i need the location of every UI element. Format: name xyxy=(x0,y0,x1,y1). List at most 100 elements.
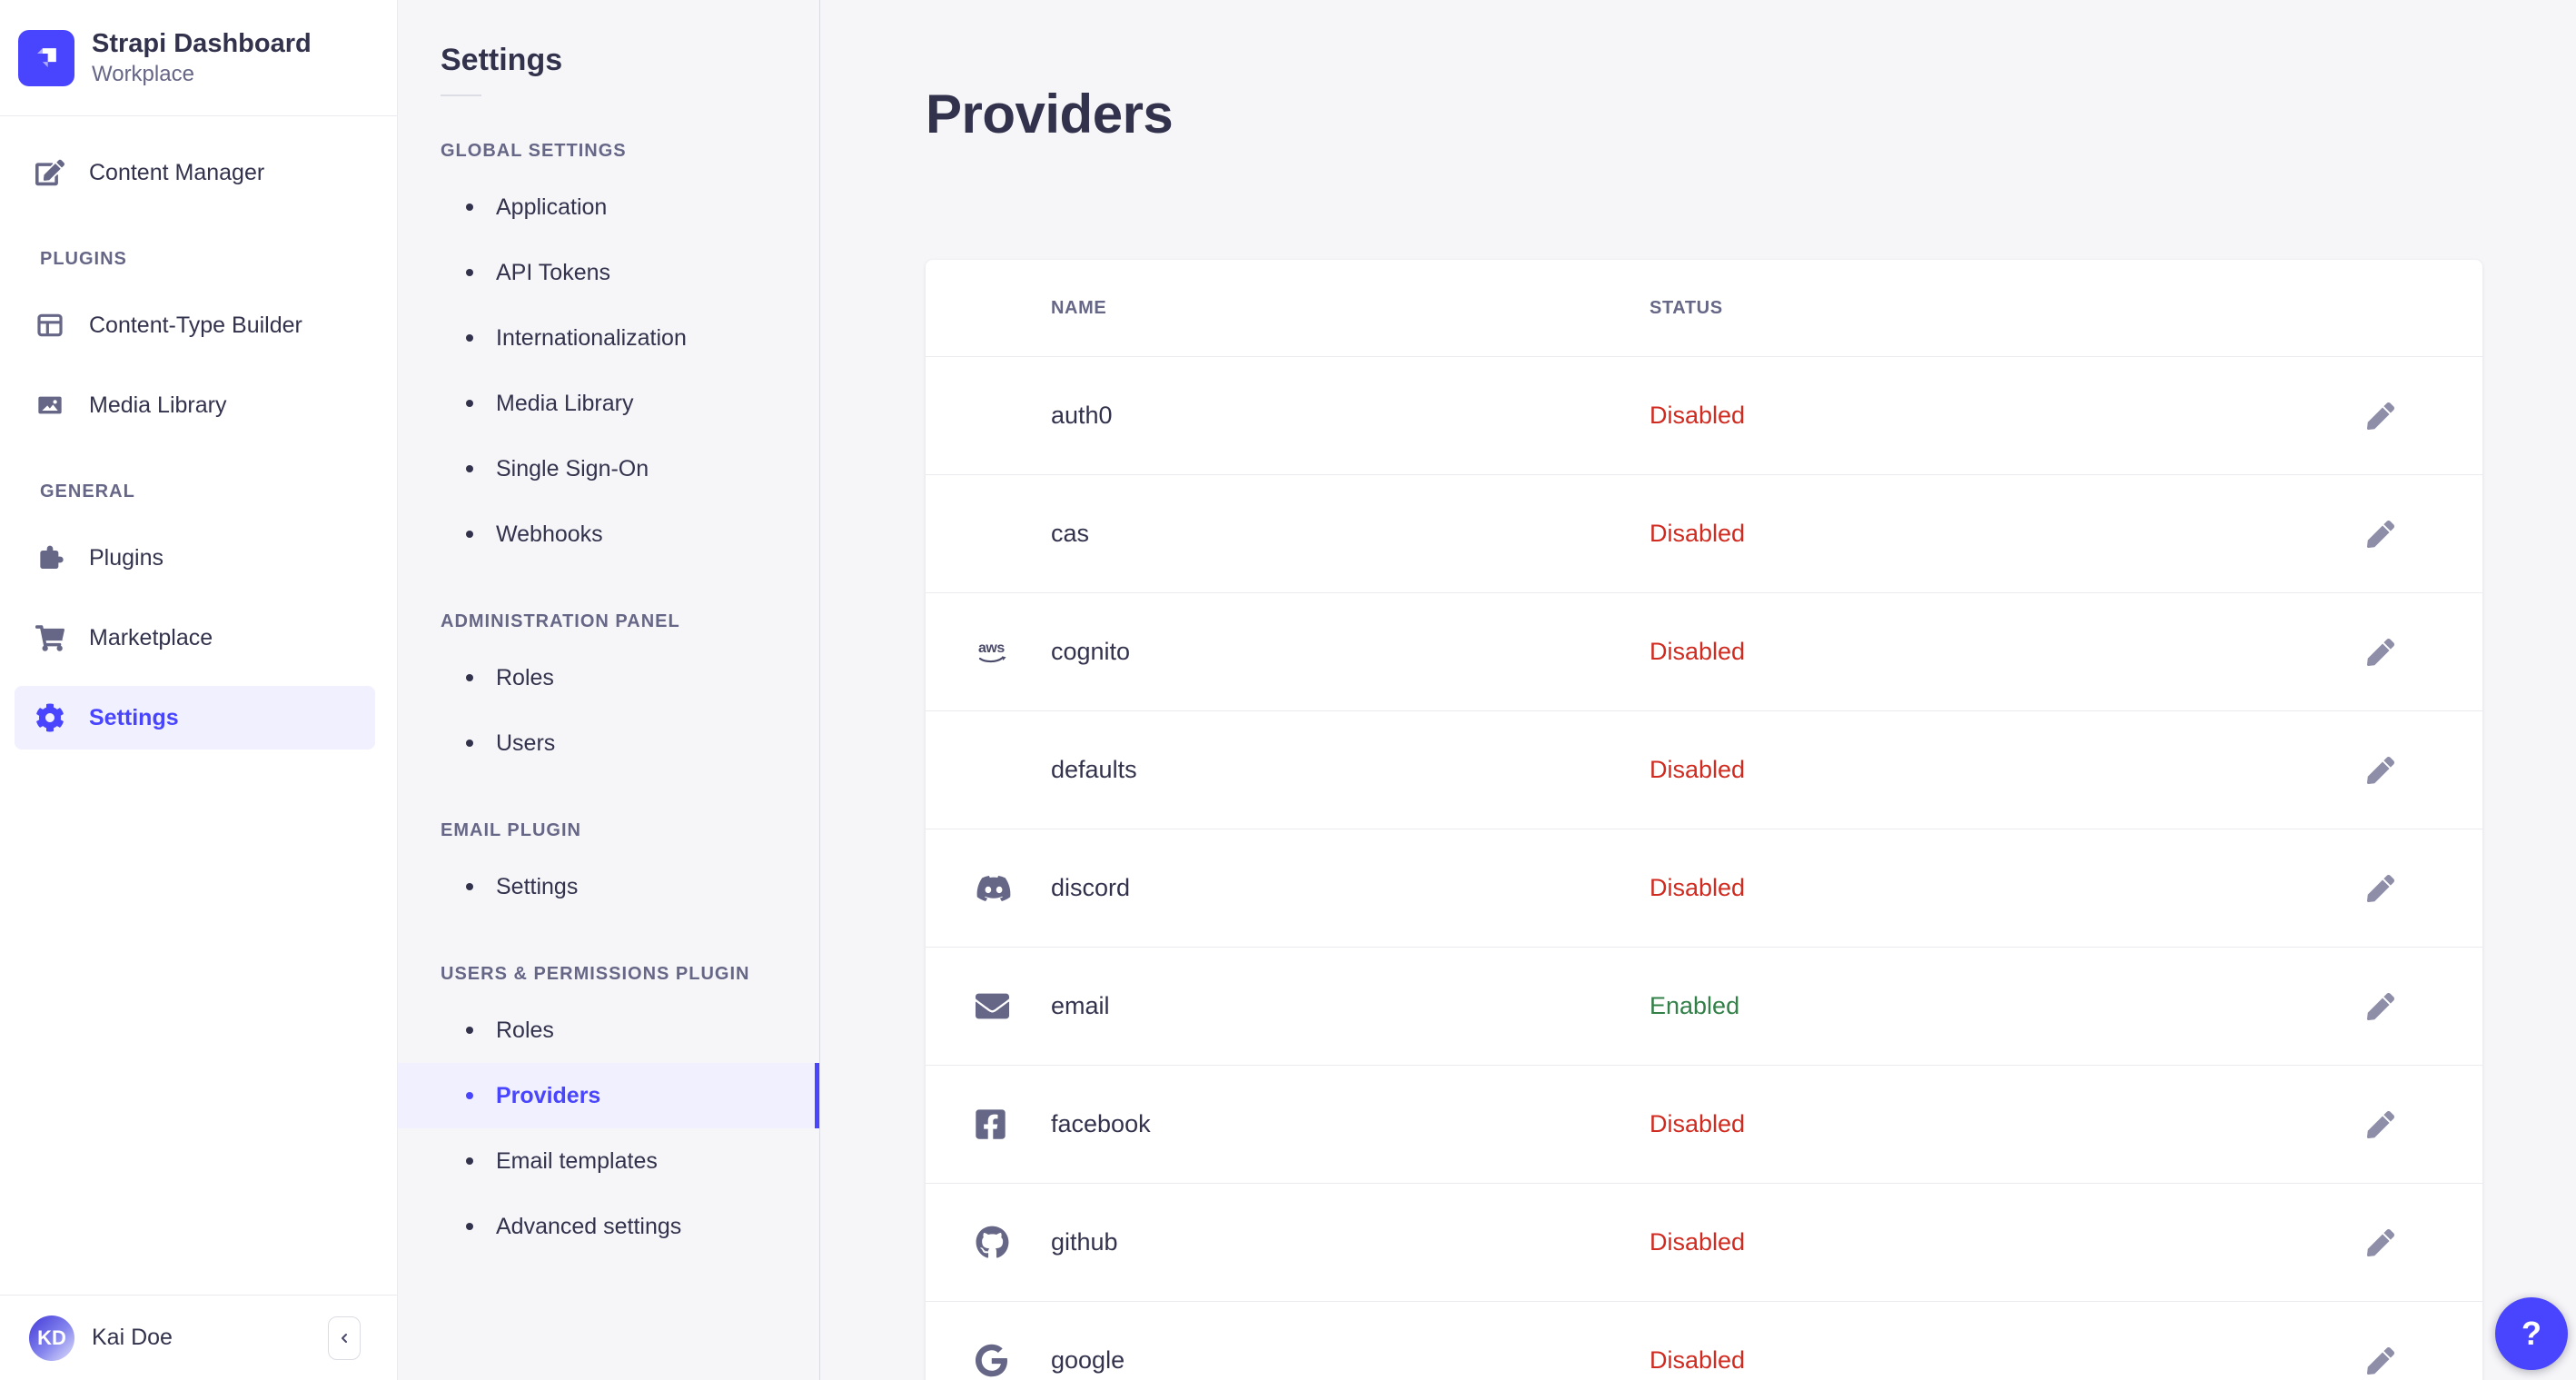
subnav-item-media-library[interactable]: Media Library xyxy=(398,371,819,436)
subnav-list: Settings xyxy=(398,854,819,919)
sidebar-item-label: Content-Type Builder xyxy=(89,312,302,338)
providers-table-card: NAME STATUS auth0 Disabled cas Disabled … xyxy=(926,260,2482,1380)
table-row-cognito: aws cognito Disabled xyxy=(926,593,2482,712)
workspace-name: Workplace xyxy=(92,61,194,86)
status-badge: Disabled xyxy=(1650,520,1746,548)
subnav-item-internationalization[interactable]: Internationalization xyxy=(398,305,819,371)
edit-provider-button[interactable] xyxy=(2366,402,2395,431)
marketplace-cart-icon xyxy=(35,622,65,653)
subnav-section-administration-panel: ADMINISTRATION PANEL Roles Users xyxy=(398,611,819,776)
google-icon xyxy=(976,1344,1051,1377)
provider-name: cas xyxy=(1051,520,1090,548)
sidebar-item-plugins[interactable]: Plugins xyxy=(15,526,375,590)
bullet-icon xyxy=(466,1223,473,1230)
strapi-logo-icon xyxy=(37,47,56,67)
subnav-item-application[interactable]: Application xyxy=(398,174,819,240)
subnav-section-label: USERS & PERMISSIONS PLUGIN xyxy=(441,964,750,984)
brand-text: Strapi Dashboard Workplace xyxy=(92,28,312,88)
subnav-item-api-tokens[interactable]: API Tokens xyxy=(398,240,819,305)
collapse-sidebar-button[interactable] xyxy=(328,1315,361,1360)
bullet-icon xyxy=(466,1027,473,1034)
nav-section-general: GENERAL xyxy=(40,482,135,501)
subnav-item-admin-users[interactable]: Users xyxy=(398,710,819,776)
edit-provider-button[interactable] xyxy=(2366,756,2395,785)
settings-subnav: Settings GLOBAL SETTINGS Application API… xyxy=(398,0,820,1380)
subnav-item-single-sign-on[interactable]: Single Sign-On xyxy=(398,436,819,501)
subnav-list: Roles Providers Email templates Advanced… xyxy=(398,998,819,1259)
subnav-item-providers[interactable]: Providers xyxy=(398,1063,819,1128)
sidebar-item-label: Content Manager xyxy=(89,159,265,185)
edit-provider-button[interactable] xyxy=(2366,992,2395,1021)
status-badge: Disabled xyxy=(1650,402,1746,430)
sidebar-item-label: Settings xyxy=(89,704,179,730)
subnav-section-global-settings: GLOBAL SETTINGS Application API Tokens I… xyxy=(398,140,819,567)
bullet-icon xyxy=(466,1092,473,1099)
edit-provider-button[interactable] xyxy=(2366,520,2395,549)
edit-pencil-icon xyxy=(2367,1110,2394,1138)
subnav-item-email-templates[interactable]: Email templates xyxy=(398,1128,819,1194)
table-row-discord: discord Disabled xyxy=(926,829,2482,948)
status-badge: Disabled xyxy=(1650,638,1746,666)
edit-provider-button[interactable] xyxy=(2366,1110,2395,1139)
help-button[interactable]: ? xyxy=(2495,1297,2568,1370)
edit-pencil-icon xyxy=(2367,402,2394,430)
nav-plugins-list: Content-Type Builder Media Library xyxy=(0,293,397,437)
bullet-icon xyxy=(466,674,473,681)
subnav-section-label: GLOBAL SETTINGS xyxy=(441,141,627,161)
table-row-defaults: defaults Disabled xyxy=(926,711,2482,830)
subnav-item-admin-roles[interactable]: Roles xyxy=(398,645,819,710)
subnav-section-email-plugin: EMAIL PLUGIN Settings xyxy=(398,819,819,919)
edit-provider-button[interactable] xyxy=(2366,1228,2395,1257)
provider-name: auth0 xyxy=(1051,402,1113,430)
subnav-divider xyxy=(441,94,481,96)
status-badge: Disabled xyxy=(1650,1228,1746,1256)
provider-name: github xyxy=(1051,1228,1118,1256)
bullet-icon xyxy=(466,334,473,342)
provider-name: email xyxy=(1051,992,1110,1020)
main-sidebar: Strapi Dashboard Workplace Content Manag… xyxy=(0,0,398,1380)
nav-section-plugins: PLUGINS xyxy=(40,249,127,269)
content-type-builder-icon xyxy=(35,310,65,341)
edit-provider-button[interactable] xyxy=(2366,874,2395,903)
table-header-row: NAME STATUS xyxy=(926,260,2482,358)
settings-gear-icon xyxy=(35,702,65,733)
aws-icon: aws xyxy=(976,638,1051,667)
plugins-puzzle-icon xyxy=(35,542,65,573)
column-header-name: NAME xyxy=(1051,297,1107,318)
sidebar-item-content-manager[interactable]: Content Manager xyxy=(15,141,375,204)
bullet-icon xyxy=(466,740,473,747)
sidebar-item-settings[interactable]: Settings xyxy=(15,686,375,750)
table-row-facebook: facebook Disabled xyxy=(926,1066,2482,1185)
subnav-item-email-settings[interactable]: Settings xyxy=(398,854,819,919)
column-header-status: STATUS xyxy=(1650,297,1723,318)
content-manager-icon xyxy=(35,157,65,188)
bullet-icon xyxy=(466,883,473,890)
status-badge: Disabled xyxy=(1650,874,1746,902)
svg-text:aws: aws xyxy=(978,640,1005,656)
email-envelope-icon xyxy=(976,989,1051,1023)
media-library-icon xyxy=(35,390,65,421)
subnav-list: Roles Users xyxy=(398,645,819,776)
edit-provider-button[interactable] xyxy=(2366,638,2395,667)
subnav-item-up-roles[interactable]: Roles xyxy=(398,998,819,1063)
edit-pencil-icon xyxy=(2367,756,2394,784)
sidebar-item-media-library[interactable]: Media Library xyxy=(15,373,375,437)
subnav-section-users-permissions-plugin: USERS & PERMISSIONS PLUGIN Roles Provide… xyxy=(398,963,819,1259)
user-avatar[interactable]: KD xyxy=(29,1315,74,1361)
status-badge: Disabled xyxy=(1650,756,1746,784)
chevron-left-icon xyxy=(342,1333,347,1343)
subnav-item-webhooks[interactable]: Webhooks xyxy=(398,501,819,567)
bullet-icon xyxy=(466,204,473,211)
subnav-item-advanced-settings[interactable]: Advanced settings xyxy=(398,1194,819,1259)
status-badge: Disabled xyxy=(1650,1346,1746,1375)
sidebar-item-marketplace[interactable]: Marketplace xyxy=(15,606,375,670)
nav-general-list: Plugins Marketplace Settings xyxy=(0,526,397,750)
workspace-brand: Strapi Dashboard Workplace xyxy=(0,0,397,116)
github-icon xyxy=(976,1226,1051,1259)
edit-provider-button[interactable] xyxy=(2366,1346,2395,1375)
table-row-github: github Disabled xyxy=(926,1184,2482,1303)
sidebar-item-label: Marketplace xyxy=(89,624,213,650)
bullet-icon xyxy=(466,531,473,538)
sidebar-item-content-type-builder[interactable]: Content-Type Builder xyxy=(15,293,375,357)
status-badge: Disabled xyxy=(1650,1110,1746,1138)
